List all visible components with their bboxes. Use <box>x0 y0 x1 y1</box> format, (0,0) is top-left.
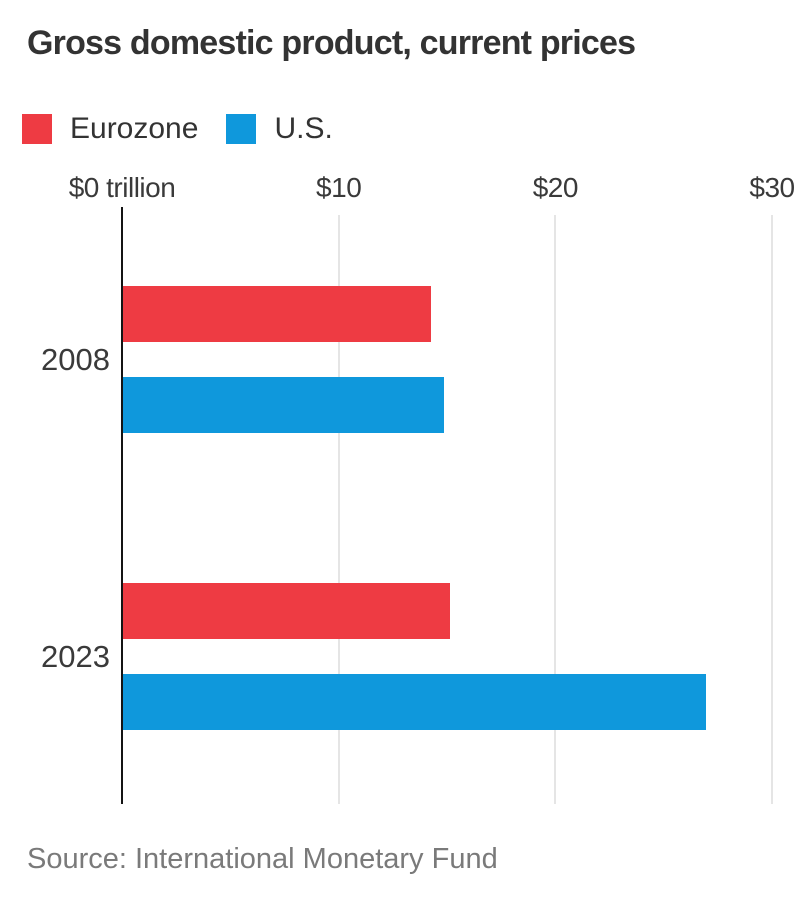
gridline-20 <box>554 215 557 804</box>
eurozone-swatch-icon <box>22 114 52 144</box>
legend: Eurozone U.S. <box>22 112 333 146</box>
bar-2023-us <box>123 674 706 730</box>
tick-label-20: $20 <box>532 172 579 203</box>
tick-label-10: $10 <box>316 172 362 203</box>
bar-2008-us <box>123 377 444 433</box>
x-axis-tick-labels: $0 trillion $10 $20 $30 <box>0 172 798 208</box>
plot-area: 2008 2023 <box>0 207 798 804</box>
bar-2023-eurozone <box>123 583 450 639</box>
tick-label-0: $0 trillion <box>68 172 176 203</box>
legend-item-eurozone: Eurozone <box>22 112 198 146</box>
legend-label-us: U.S. <box>274 112 333 145</box>
bar-2008-eurozone <box>123 286 431 342</box>
us-swatch-icon <box>226 114 257 144</box>
y-axis-line <box>121 207 123 804</box>
chart-title: Gross domestic product, current prices <box>27 24 636 62</box>
category-label-2023: 2023 <box>41 638 110 674</box>
gridline-30 <box>771 215 773 804</box>
source-note: Source: International Monetary Fund <box>27 843 498 875</box>
tick-label-30: $30 <box>749 172 795 203</box>
gridline-10 <box>337 215 340 804</box>
legend-item-us: U.S. <box>226 112 333 146</box>
legend-label-eurozone: Eurozone <box>70 112 199 145</box>
category-label-2008: 2008 <box>41 341 110 377</box>
